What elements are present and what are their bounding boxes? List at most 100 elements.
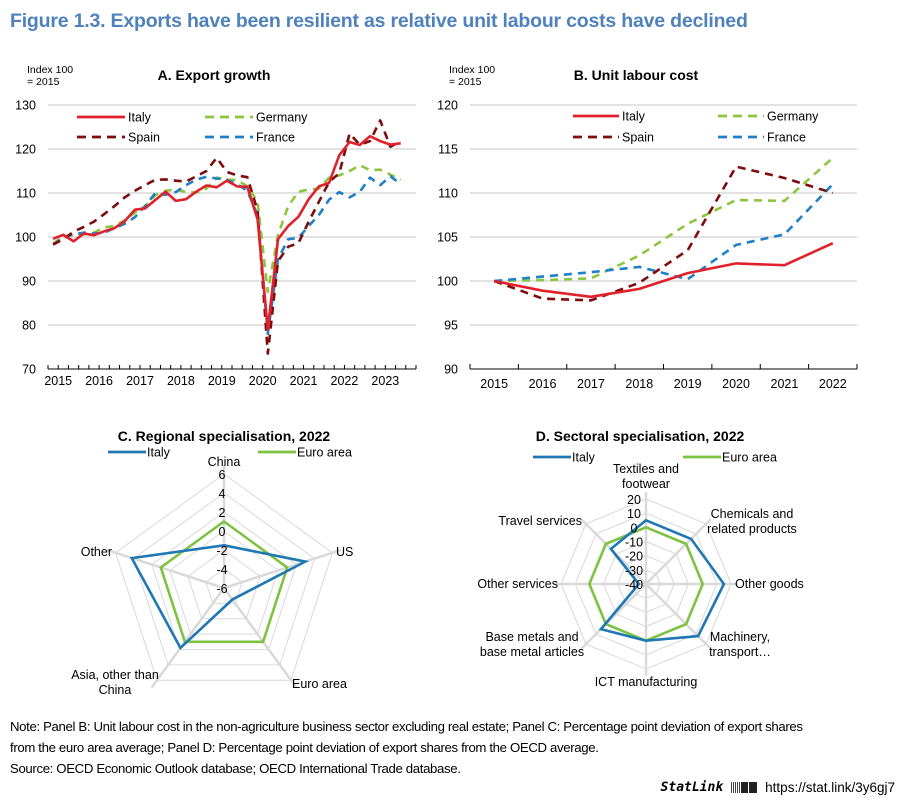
series-line-france (52, 175, 402, 336)
radar-tick-label: 10 (627, 507, 641, 521)
x-tick-label: 2019 (674, 377, 702, 391)
radar-axis-label: Textiles and (613, 462, 679, 476)
x-tick-label: 2016 (85, 374, 113, 388)
radar-spoke (222, 587, 298, 689)
radar-axis-label: Base metals and (485, 630, 578, 644)
statlink: StatLink https://stat.link/3y6gj7 (661, 780, 895, 795)
y-axis-label: = 2015 (27, 76, 60, 88)
radar-spoke (150, 587, 226, 689)
radar-axis-label: Travel services (498, 514, 582, 528)
radar-grid-ring (115, 473, 333, 681)
x-tick-label: 2022 (331, 374, 359, 388)
y-axis-label: Index 100 (27, 64, 73, 76)
radar-tick-label: 6 (219, 468, 226, 482)
radar-axis-label: Asia, other than (71, 668, 159, 682)
x-tick-label: 2022 (819, 377, 847, 391)
radar-tick-label: -6 (216, 582, 227, 596)
y-tick-label: 120 (15, 143, 36, 157)
radar-tick-label: 20 (627, 493, 641, 507)
radar-axis-label: Other (81, 545, 112, 559)
note-line-1: Note: Panel B: Unit labour cost in the n… (10, 719, 803, 734)
radar-tick-label: 2 (219, 506, 226, 520)
y-tick-label: 70 (22, 363, 36, 377)
radar-tick-label: 4 (219, 487, 226, 501)
series-line-spain (493, 165, 834, 302)
radar-spoke (106, 548, 225, 590)
radar-spoke (223, 548, 342, 590)
y-tick-label: 120 (437, 99, 458, 113)
radar-axis-label: related products (707, 522, 797, 536)
x-tick-label: 2015 (44, 374, 72, 388)
y-axis-label: Index 100 (449, 64, 495, 76)
x-tick-label: 2016 (529, 377, 557, 391)
x-tick-label: 2021 (771, 377, 799, 391)
panel-d: D. Sectoral specialisation, 2022 -40-30-2… (477, 428, 803, 689)
y-tick-label: 110 (438, 187, 458, 201)
legend-label-spain: Spain (622, 131, 654, 145)
y-tick-label: 80 (22, 319, 36, 333)
panel-title: D. Sectoral specialisation, 2022 (536, 428, 745, 444)
legend-label-germany: Germany (767, 110, 819, 124)
radar-grid-ring (169, 530, 279, 635)
legend-label-france: France (767, 131, 806, 145)
y-tick-label: 130 (15, 99, 36, 113)
x-tick-label: 2019 (208, 374, 236, 388)
panel-a: A. Export growth Index 100= 2015 70 80 90 100… (15, 64, 417, 388)
legend-label-germany: Germany (256, 111, 308, 125)
panel-c: C. Regional specialisation, 2022 -6 -4 -2 0 2… (71, 428, 353, 697)
legend-label: Euro area (297, 446, 352, 460)
radar-tick-label: 0 (631, 521, 638, 535)
radar-series-italy (598, 518, 726, 643)
x-tick-label: 2017 (577, 377, 605, 391)
radar-tick-label: -2 (216, 544, 227, 558)
radar-axis-label: base metal articles (480, 645, 584, 659)
panel-b: B. Unit labour cost Index 100= 2015 90 95 10… (437, 64, 858, 391)
panel-title: C. Regional specialisation, 2022 (118, 428, 331, 444)
radar-tick-label: 0 (219, 525, 226, 539)
radar-grid-ring (205, 568, 243, 604)
x-tick-label: 2023 (371, 374, 399, 388)
radar-tick-label: -20 (625, 550, 643, 564)
legend-label: Euro area (722, 451, 777, 465)
y-tick-label: 95 (444, 319, 458, 333)
legend-label-spain: Spain (128, 131, 160, 145)
series-line-italy (52, 134, 401, 331)
radar-grid-ring (151, 511, 297, 650)
radar-axis-label: Machinery, (710, 630, 770, 644)
radar-grid-ring (133, 492, 315, 666)
y-tick-label: 100 (437, 275, 458, 289)
legend-label-italy: Italy (622, 110, 646, 124)
series-line-italy (493, 242, 834, 299)
x-tick-label: 2020 (722, 377, 750, 391)
radar-spoke (580, 583, 647, 650)
legend-label-france: France (256, 131, 295, 145)
radar-axis-label: Other goods (735, 577, 804, 591)
radar-spoke (645, 583, 712, 650)
x-tick-label: 2020 (249, 374, 277, 388)
note-line-2: from the euro area average; Panel D: Per… (10, 740, 599, 755)
x-tick-label: 2017 (126, 374, 154, 388)
radar-grid-ring (187, 549, 261, 620)
y-tick-label: 90 (22, 275, 36, 289)
source-line: Source: OECD Economic Outlook database; … (10, 761, 461, 776)
figure-title: Figure 1.3. Exports have been resilient … (10, 10, 748, 32)
radar-axis-label: footwear (622, 477, 670, 491)
legend-label: Italy (572, 451, 596, 465)
radar-axis-label: Other services (477, 577, 558, 591)
radar-series-italy (129, 543, 310, 650)
x-tick-label: 2018 (625, 377, 653, 391)
radar-axis-label: ICT manufacturing (595, 675, 698, 689)
y-axis-label: = 2015 (449, 76, 482, 88)
statlink-logo-icon (731, 782, 758, 793)
radar-tick-label: -40 (625, 578, 643, 592)
y-tick-label: 100 (15, 231, 36, 245)
radar-axis-label: China (208, 455, 241, 469)
radar-axis-label: Euro area (292, 677, 347, 691)
radar-axis-label: China (99, 683, 132, 697)
y-tick-label: 110 (16, 187, 36, 201)
radar-tick-label: -30 (625, 564, 643, 578)
statlink-url-link[interactable]: https://stat.link/3y6gj7 (765, 780, 895, 795)
legend-label: Italy (147, 446, 171, 460)
radar-axis-label: Chemicals and (711, 507, 794, 521)
